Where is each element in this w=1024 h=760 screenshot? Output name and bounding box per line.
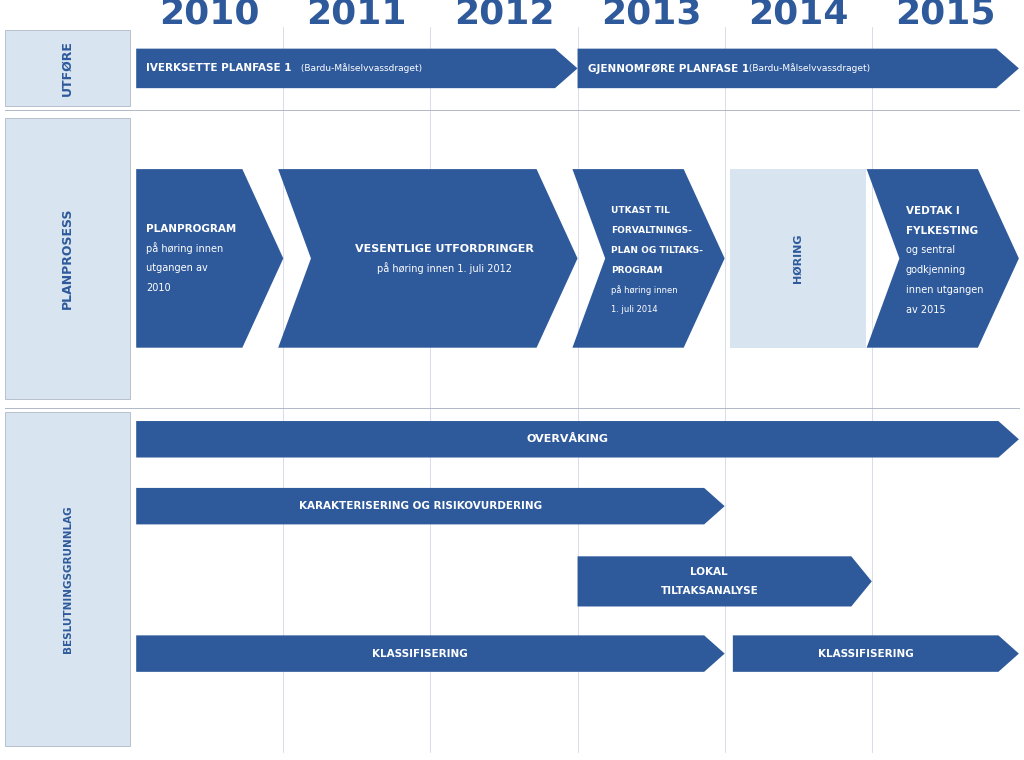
Polygon shape — [866, 169, 1019, 348]
Text: 2011: 2011 — [306, 0, 408, 30]
Text: UTFØRE: UTFØRE — [61, 40, 74, 97]
Polygon shape — [733, 635, 1019, 672]
Text: UTKAST TIL: UTKAST TIL — [611, 207, 670, 216]
Text: IVERKSETTE PLANFASE 1: IVERKSETTE PLANFASE 1 — [146, 63, 292, 74]
Text: 2014: 2014 — [748, 0, 849, 30]
Text: FORVALTNINGS-: FORVALTNINGS- — [611, 226, 692, 236]
FancyBboxPatch shape — [730, 169, 865, 348]
Text: 2010: 2010 — [146, 283, 171, 293]
Text: KLASSIFISERING: KLASSIFISERING — [373, 648, 468, 659]
FancyBboxPatch shape — [5, 118, 130, 399]
Polygon shape — [279, 169, 578, 348]
FancyBboxPatch shape — [5, 412, 130, 746]
Polygon shape — [136, 169, 284, 348]
Text: HØRING: HØRING — [793, 233, 803, 283]
Polygon shape — [136, 635, 725, 672]
Text: TILTAKSANALYSE: TILTAKSANALYSE — [660, 586, 758, 597]
Text: på høring innen: på høring innen — [611, 285, 678, 295]
Text: 1. juli 2014: 1. juli 2014 — [611, 306, 658, 315]
Text: VESENTLIGE UTFORDRINGER: VESENTLIGE UTFORDRINGER — [354, 243, 534, 254]
Polygon shape — [578, 556, 871, 606]
Text: KLASSIFISERING: KLASSIFISERING — [818, 648, 913, 659]
Text: (Bardu-Målselvvassdraget): (Bardu-Målselvvassdraget) — [298, 64, 422, 73]
Polygon shape — [136, 488, 725, 524]
Polygon shape — [578, 49, 1019, 88]
Text: utgangen av: utgangen av — [146, 263, 208, 274]
Text: 2012: 2012 — [454, 0, 554, 30]
Text: 2010: 2010 — [160, 0, 260, 30]
Text: og sentral: og sentral — [905, 245, 954, 255]
Text: PLANPROGRAM: PLANPROGRAM — [146, 223, 237, 234]
Text: FYLKESTING: FYLKESTING — [905, 226, 978, 236]
Text: innen utgangen: innen utgangen — [905, 285, 983, 295]
Text: godkjenning: godkjenning — [905, 265, 966, 275]
Polygon shape — [136, 421, 1019, 458]
Text: på høring innen: på høring innen — [146, 242, 223, 255]
Text: (Bardu-Målselvvassdraget): (Bardu-Målselvvassdraget) — [746, 64, 870, 73]
Text: KARAKTERISERING OG RISIKOVURDERING: KARAKTERISERING OG RISIKOVURDERING — [299, 501, 542, 511]
Text: på høring innen 1. juli 2012: på høring innen 1. juli 2012 — [377, 262, 512, 274]
Text: av 2015: av 2015 — [905, 305, 945, 315]
Text: OVERVÅKING: OVERVÅKING — [526, 434, 608, 445]
Text: BESLUTNINGSGRUNNLAG: BESLUTNINGSGRUNNLAG — [62, 505, 73, 653]
Text: GJENNOMFØRE PLANFASE 1: GJENNOMFØRE PLANFASE 1 — [588, 63, 749, 74]
Polygon shape — [572, 169, 725, 348]
Polygon shape — [136, 49, 578, 88]
Text: VEDTAK I: VEDTAK I — [905, 206, 959, 216]
Text: 2015: 2015 — [895, 0, 995, 30]
Text: PLANPROSESS: PLANPROSESS — [61, 207, 74, 309]
Text: LOKAL: LOKAL — [690, 566, 728, 577]
Text: 2013: 2013 — [601, 0, 701, 30]
FancyBboxPatch shape — [5, 30, 130, 106]
Text: PROGRAM: PROGRAM — [611, 266, 663, 275]
Text: PLAN OG TILTAKS-: PLAN OG TILTAKS- — [611, 246, 703, 255]
